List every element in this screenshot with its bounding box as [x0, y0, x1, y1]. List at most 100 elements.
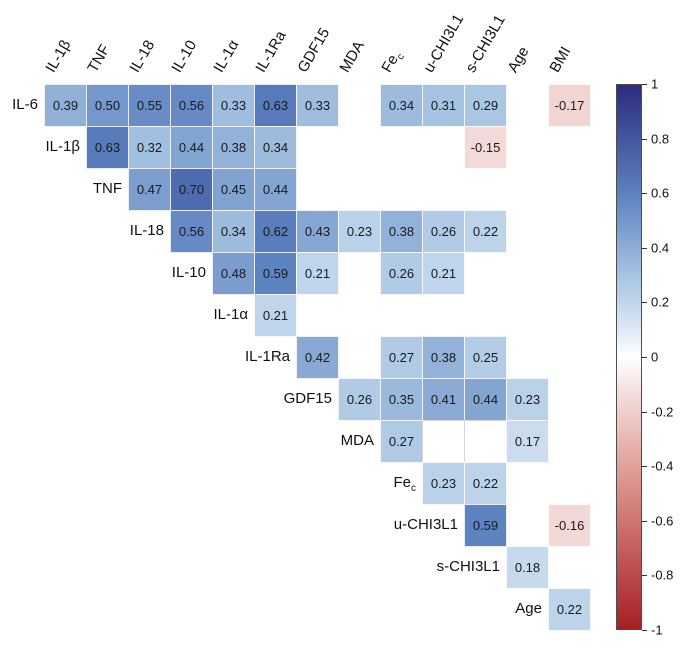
- colorbar-tick-label: 1: [651, 76, 659, 92]
- correlation-cell: 0.31: [422, 84, 465, 127]
- correlation-cell: 0.18: [506, 546, 549, 589]
- correlation-cell: -0.15: [464, 126, 507, 169]
- column-label: IL-1β: [42, 37, 75, 76]
- correlation-cell: 0.34: [380, 84, 423, 127]
- column-label: IL-1α: [210, 37, 243, 76]
- correlation-cell: 0.56: [170, 210, 213, 253]
- correlation-cell: 0.59: [464, 504, 507, 547]
- correlation-cell: 0.27: [380, 336, 423, 379]
- correlation-cell: 0.38: [422, 336, 465, 379]
- row-label: TNF: [92, 180, 122, 197]
- column-label: Age: [504, 43, 533, 76]
- correlation-cell: 0.29: [464, 84, 507, 127]
- correlation-cell: 0.33: [296, 84, 339, 127]
- row-label: IL-1Ra: [244, 348, 290, 365]
- colorbar-tick-label: 0: [651, 349, 659, 365]
- correlation-cell: 0.44: [464, 378, 507, 421]
- correlation-cell: 0.45: [212, 168, 255, 211]
- correlation-cell: 0.23: [422, 462, 465, 505]
- label-subscript: c: [411, 483, 416, 494]
- correlation-cell: -0.16: [548, 504, 591, 547]
- correlation-cell: 0.44: [254, 168, 297, 211]
- correlation-cell: 0.23: [338, 210, 381, 253]
- correlation-cell: 0.23: [506, 378, 549, 421]
- correlation-cell: 0.32: [128, 126, 171, 169]
- colorbar-tick-label: -0.4: [651, 458, 674, 474]
- column-label: s-CHI3L1: [462, 12, 509, 76]
- correlation-cell: 0.34: [254, 126, 297, 169]
- colorbar-tick: [642, 357, 647, 358]
- correlation-cell: 0.59: [254, 252, 297, 295]
- correlation-cell: 0.50: [86, 84, 129, 127]
- colorbar-tick: [642, 411, 647, 413]
- correlation-cell: 0.26: [380, 252, 423, 295]
- correlation-cell: 0.63: [86, 126, 129, 169]
- colorbar-tick: [642, 520, 647, 522]
- correlation-cell: 0.34: [212, 210, 255, 253]
- correlation-cell: 0.43: [296, 210, 339, 253]
- column-label: BMI: [546, 43, 575, 76]
- row-label: IL-18: [129, 222, 164, 239]
- column-label: GDF15: [294, 25, 334, 76]
- correlation-cell: 0.48: [212, 252, 255, 295]
- correlation-cell: 0.55: [128, 84, 171, 127]
- row-label: MDA: [340, 432, 374, 449]
- colorbar-tick: [642, 247, 647, 249]
- correlation-cell: 0.44: [170, 126, 213, 169]
- correlation-cell: 0.21: [422, 252, 465, 295]
- correlation-cell: [464, 420, 507, 463]
- colorbar-tick: [642, 138, 647, 140]
- correlation-cell: 0.39: [44, 84, 87, 127]
- correlation-cell: 0.26: [338, 378, 381, 421]
- row-label: Fec: [393, 474, 416, 494]
- correlation-cell: 0.33: [212, 84, 255, 127]
- label-subscript: c: [394, 52, 407, 62]
- correlation-cell: [422, 420, 465, 463]
- colorbar-tick: [642, 575, 647, 577]
- colorbar-tick-label: -0.6: [651, 513, 674, 529]
- column-label: IL-10: [168, 37, 201, 76]
- colorbar-tick: [642, 84, 647, 85]
- correlation-cell: 0.25: [464, 336, 507, 379]
- correlation-cell: 0.22: [464, 210, 507, 253]
- correlation-cell: -0.17: [548, 84, 591, 127]
- correlation-cell: 0.56: [170, 84, 213, 127]
- row-label: u-CHI3L1: [393, 516, 458, 533]
- row-label: s-CHI3L1: [436, 558, 500, 575]
- colorbar-tick: [642, 193, 647, 195]
- row-label: IL-6: [12, 96, 38, 113]
- correlation-cell: 0.38: [212, 126, 255, 169]
- row-label: GDF15: [283, 390, 332, 407]
- correlation-cell: 0.21: [254, 294, 297, 337]
- colorbar-tick-label: -0.2: [651, 404, 674, 420]
- colorbar-gradient: [616, 84, 642, 630]
- correlation-cell: 0.26: [422, 210, 465, 253]
- correlation-cell: 0.62: [254, 210, 297, 253]
- column-label: u-CHI3L1: [420, 11, 468, 76]
- row-label: Age: [515, 600, 542, 617]
- column-label: TNF: [84, 41, 114, 76]
- colorbar-tick-label: 0.8: [651, 131, 670, 147]
- correlation-cell: 0.63: [254, 84, 297, 127]
- column-label: MDA: [336, 38, 368, 76]
- column-label: IL-18: [126, 37, 159, 76]
- correlation-cell: 0.35: [380, 378, 423, 421]
- correlation-cell: 0.41: [422, 378, 465, 421]
- correlation-cell: 0.21: [296, 252, 339, 295]
- correlation-cell: 0.38: [380, 210, 423, 253]
- correlation-cell: 0.27: [380, 420, 423, 463]
- colorbar-tick-label: 0.6: [651, 185, 670, 201]
- row-label: IL-1α: [213, 306, 248, 323]
- column-label: Fec: [378, 51, 407, 76]
- correlation-cell: 0.47: [128, 168, 171, 211]
- correlation-cell: 0.17: [506, 420, 549, 463]
- colorbar-tick: [642, 302, 647, 304]
- colorbar-tick-label: 0.4: [651, 240, 670, 256]
- colorbar-tick-label: -0.8: [651, 567, 674, 583]
- colorbar-tick: [642, 466, 647, 468]
- row-label: IL-1β: [45, 138, 80, 155]
- row-label: IL-10: [171, 264, 206, 281]
- correlation-cell: 0.22: [464, 462, 507, 505]
- correlation-cell: 0.22: [548, 588, 591, 631]
